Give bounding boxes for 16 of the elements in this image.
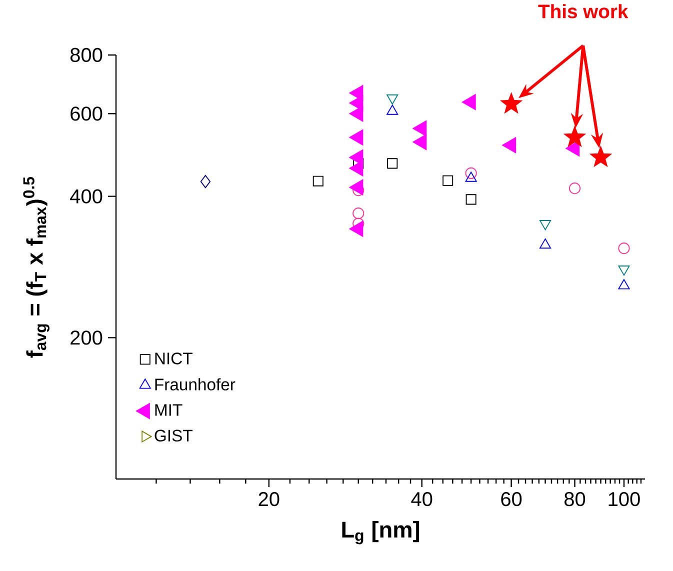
y-tick-label: 600 (70, 106, 102, 121)
y-tick-label: 400 (70, 189, 102, 204)
y-tick-label: 200 (70, 330, 102, 345)
y-tick-label: 800 (70, 48, 102, 62)
legend-label: NICT (155, 352, 192, 364)
legend-label: MIT (155, 404, 182, 416)
legend-label: GIST (154, 430, 192, 442)
text: This work (538, 4, 628, 18)
x-tick-label: 100 (608, 492, 640, 506)
x-tick-label: 80 (564, 492, 586, 506)
x-tick-label: 60 (501, 492, 522, 506)
legend-label: Fraunhofer (155, 378, 236, 390)
x-axis-title: L$_{g}$ [nm] (342, 521, 420, 544)
x-tick-label: 40 (411, 492, 432, 506)
y-axis-title: f$_{avg}$ = (f$_{T}$ x f$_{max}$)$^{0.5}$ (23, 176, 50, 358)
x-tick-label: 20 (258, 492, 280, 506)
